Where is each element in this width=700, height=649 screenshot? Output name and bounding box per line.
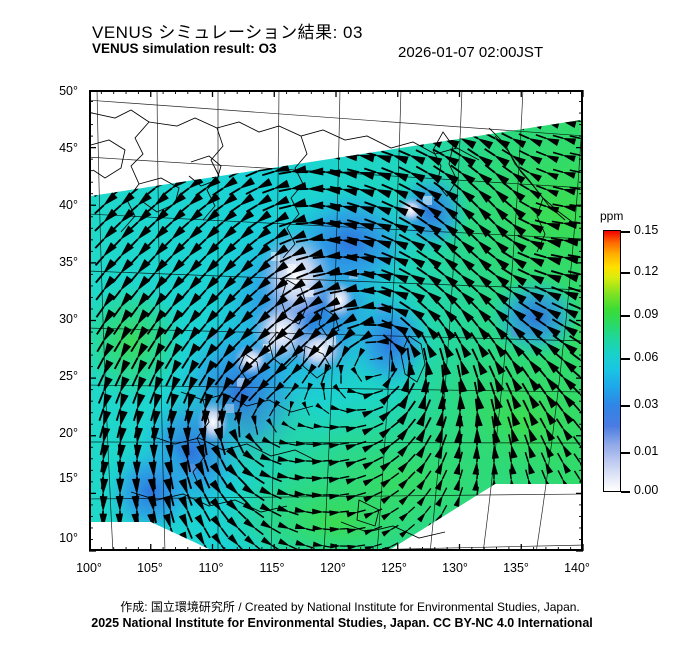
y-tick-label: 30° (59, 312, 78, 326)
y-tick-label: 50° (59, 84, 78, 98)
colorbar[interactable] (603, 230, 621, 492)
x-tick-label: 120° (320, 561, 346, 575)
x-tick-label: 110° (198, 561, 224, 575)
colorbar-tick-label: 0.09 (634, 307, 659, 321)
y-tick-label: 15° (59, 471, 78, 485)
colorbar-tick-label: 0.06 (634, 350, 659, 364)
colorbar-tick-label: 0.00 (634, 483, 659, 497)
colorbar-tick (621, 452, 630, 454)
page-title-english: VENUS simulation result: O3 (92, 41, 277, 56)
y-tick-label: 35° (59, 255, 78, 269)
footer-license-line: 2025 National Institute for Environmenta… (91, 616, 593, 630)
colorbar-tick-label: 0.15 (634, 223, 659, 237)
x-tick-label: 115° (259, 561, 285, 575)
y-tick-label: 20° (59, 426, 78, 440)
x-tick-label: 135° (503, 561, 529, 575)
colorbar-tick-label: 0.01 (634, 444, 659, 458)
axis-ticks (89, 90, 584, 552)
timestamp-label: 2026-01-07 02:00JST (398, 44, 544, 61)
y-tick-label: 45° (59, 141, 78, 155)
colorbar-tick-label: 0.12 (634, 264, 659, 278)
y-tick-label: 10° (59, 531, 78, 545)
map-plot-area[interactable] (89, 90, 583, 551)
y-tick-label: 25° (59, 369, 78, 383)
colorbar-tick (621, 272, 630, 274)
map-canvas (91, 92, 581, 549)
colorbar-tick (621, 231, 630, 233)
page-title-japanese: VENUS シミュレーション結果: 03 (92, 23, 363, 42)
x-tick-label: 100° (76, 561, 102, 575)
colorbar-tick (621, 405, 630, 407)
x-tick-label: 105° (137, 561, 163, 575)
colorbar-tick (621, 358, 630, 360)
colorbar-tick (621, 491, 630, 493)
x-tick-label: 125° (381, 561, 407, 575)
colorbar-tick-label: 0.03 (634, 397, 659, 411)
x-tick-label: 130° (442, 561, 468, 575)
colorbar-unit-label: ppm (600, 209, 624, 223)
colorbar-tick (621, 315, 630, 317)
x-tick-label: 140° (564, 561, 590, 575)
y-tick-label: 40° (59, 198, 78, 212)
footer-credit-line: 作成: 国立環境研究所 / Created by National Instit… (120, 600, 580, 614)
